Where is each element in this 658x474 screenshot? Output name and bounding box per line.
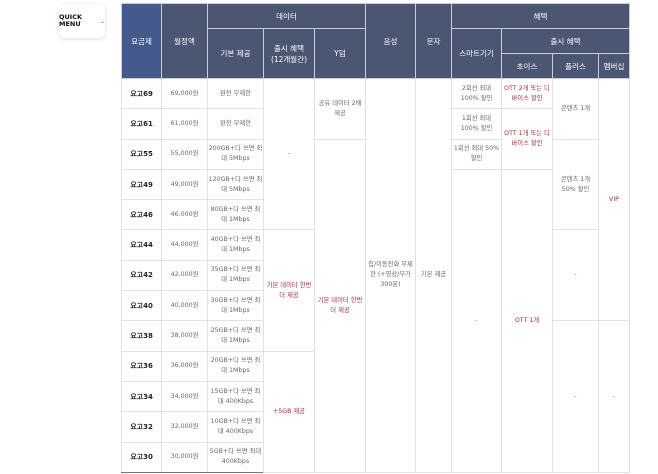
plan-price: 38,000원 (161, 320, 208, 352)
plan-name: 요고69 (121, 77, 162, 110)
header-ydum: Y덤 (314, 28, 366, 79)
table-row: 요고49 49,000원 120GB+다 쓰면 최대 5Mbps - OTT 1개 (121, 168, 630, 473)
plan-price: 32,000원 (161, 411, 208, 443)
plan-comparison-table: 요금제 월정액 데이터 음성 문자 혜택 기본 제공 출시 혜택 (12개월간)… (121, 3, 630, 473)
plus-1-cell: 콘텐츠 1개 50% 할인 (552, 138, 599, 231)
plan-basic: 10GB+다 쓰면 최대 400Kbps (207, 411, 264, 443)
plan-name: 요고61 (121, 108, 162, 140)
choice-rest-cell: OTT 1개 (501, 168, 553, 473)
chevron-down-icon: ⌄ (99, 17, 105, 25)
smart-rest-cell: - (451, 168, 502, 473)
header-data: 데이터 (207, 3, 366, 29)
smart-2-cell: 1회선 최대 50% 할인 (451, 138, 502, 170)
ydum-again-cell: 기본 데이터 한번 더 제공 (314, 138, 366, 473)
header-plus: 플러스 (552, 53, 599, 79)
plan-basic: 25GB+다 쓰면 최대 1Mbps (207, 320, 264, 352)
ydum-share-cell: 공유 데이터 2배 제공 (314, 78, 366, 140)
table-row: 요고30 30,000원 5GB+다 쓰면 최대 400Kbps (121, 441, 630, 473)
table-row: 요고46 46,000원 80GB+다 쓰면 최대 1Mbps (121, 199, 630, 231)
table-row: 요고42 42,000원 35GB+다 쓰면 최대 1Mbps (121, 259, 630, 292)
plan-name: 요고55 (121, 138, 162, 170)
quick-menu-button[interactable]: QUICK MENU ⌄ (59, 4, 105, 38)
quick-menu-label: QUICK MENU (59, 13, 83, 28)
smart-0-cell: 2회선 최대 100% 할인 (451, 77, 502, 110)
plan-basic: 완전 무제한 (207, 77, 264, 110)
smart-1-cell: 1회선 최대 100% 할인 (451, 108, 502, 140)
plan-name: 요고40 (121, 290, 162, 322)
header-plan: 요금제 (121, 3, 162, 79)
plus-0-cell: 콘텐츠 1개 (552, 78, 599, 140)
plan-price: 30,000원 (161, 441, 208, 473)
plan-name: 요고38 (121, 320, 162, 352)
plan-name: 요고34 (121, 380, 162, 413)
header-benefit: 혜택 (451, 3, 630, 29)
table-row: 요고38 38,000원 25GB+다 쓰면 최대 1Mbps - - (121, 320, 630, 473)
plan-price: 44,000원 (161, 229, 208, 261)
plan-price: 40,000원 (161, 290, 208, 322)
header-membership: 멤버십 (598, 53, 630, 79)
plan-basic: 80GB+다 쓰면 최대 1Mbps (207, 199, 264, 231)
launch-again-cell: 기본 데이터 한번 더 제공 (263, 229, 315, 352)
choice-1-cell: OTT 1개 또는 디바이스 할인 (501, 108, 553, 170)
choice-0-cell: OTT 2개 또는 디바이스 할인 (501, 77, 553, 110)
plan-price: 36,000원 (161, 350, 208, 382)
header-data-launch: 출시 혜택 (12개월간) (263, 28, 315, 79)
table-row: 요고44 44,000원 40GB+다 쓰면 최대 1Mbps 기본 데이터 한번 더… (121, 229, 630, 352)
plan-name: 요고44 (121, 229, 162, 261)
header-launch-benefit: 출시 혜택 (501, 28, 630, 54)
plan-basic: 15GB+다 쓰면 최대 400Kbps (207, 380, 264, 413)
plan-basic: 200GB+다 쓰면 최대 5Mbps (207, 138, 264, 170)
header-price: 월정액 (161, 3, 208, 79)
sms-cell: 기본 제공 (415, 78, 452, 473)
plus-2-cell: - (552, 229, 599, 322)
plan-price: 55,000원 (161, 138, 208, 170)
launch-5gb-cell: +5GB 제공 (263, 350, 315, 473)
plus-3-cell: - (552, 320, 599, 473)
member-1-cell: - (598, 320, 630, 473)
plan-price: 69,000원 (161, 77, 208, 110)
table-row: 요고32 32,000원 10GB+다 쓰면 최대 400Kbps (121, 411, 630, 443)
plan-name: 요고49 (121, 168, 162, 201)
header-smart-device: 스마트기기 (451, 28, 502, 79)
voice-cell: 집/이동전화 무제한 (+영상/부가 300분) (365, 78, 416, 473)
header-voice: 음성 (365, 3, 416, 79)
plan-price: 46,000원 (161, 199, 208, 231)
plan-basic: 완전 무제한 (207, 108, 264, 140)
plan-basic: 20GB+다 쓰면 최대 1Mbps (207, 350, 264, 382)
plan-price: 34,000원 (161, 380, 208, 413)
header-choice: 초이스 (501, 53, 553, 79)
plan-price: 49,000원 (161, 168, 208, 201)
header-sms: 문자 (415, 3, 452, 79)
plan-name: 요고30 (121, 441, 162, 473)
plan-price: 61,000원 (161, 108, 208, 140)
plan-basic: 5GB+다 쓰면 최대 400Kbps (207, 441, 264, 473)
plan-basic: 30GB+다 쓰면 최대 1Mbps (207, 290, 264, 322)
plan-name: 요고36 (121, 350, 162, 382)
plan-name: 요고32 (121, 411, 162, 443)
plan-basic: 35GB+다 쓰면 최대 1Mbps (207, 259, 264, 292)
plan-name: 요고42 (121, 259, 162, 292)
table-row: 요고69 69,000원 완전 무제한 - 공유 데이터 2배 제공 집/이동전화 무제한… (121, 77, 630, 473)
plan-basic: 40GB+다 쓰면 최대 1Mbps (207, 229, 264, 261)
table-row: 요고61 61,000원 완전 무제한 1회선 최대 100% 할인 OTT 1개 또는… (121, 108, 630, 170)
plan-name: 요고46 (121, 199, 162, 231)
table-row: 요고40 40,000원 30GB+다 쓰면 최대 1Mbps (121, 290, 630, 322)
plan-price: 42,000원 (161, 259, 208, 292)
launch-none-cell: - (263, 77, 315, 231)
plan-basic: 120GB+다 쓰면 최대 5Mbps (207, 168, 264, 201)
member-0-cell: VIP (598, 77, 630, 322)
table-row: 요고55 55,000원 200GB+다 쓰면 최대 5Mbps 기본 데이터 한번 … (121, 138, 630, 473)
header-data-basic: 기본 제공 (207, 28, 264, 79)
